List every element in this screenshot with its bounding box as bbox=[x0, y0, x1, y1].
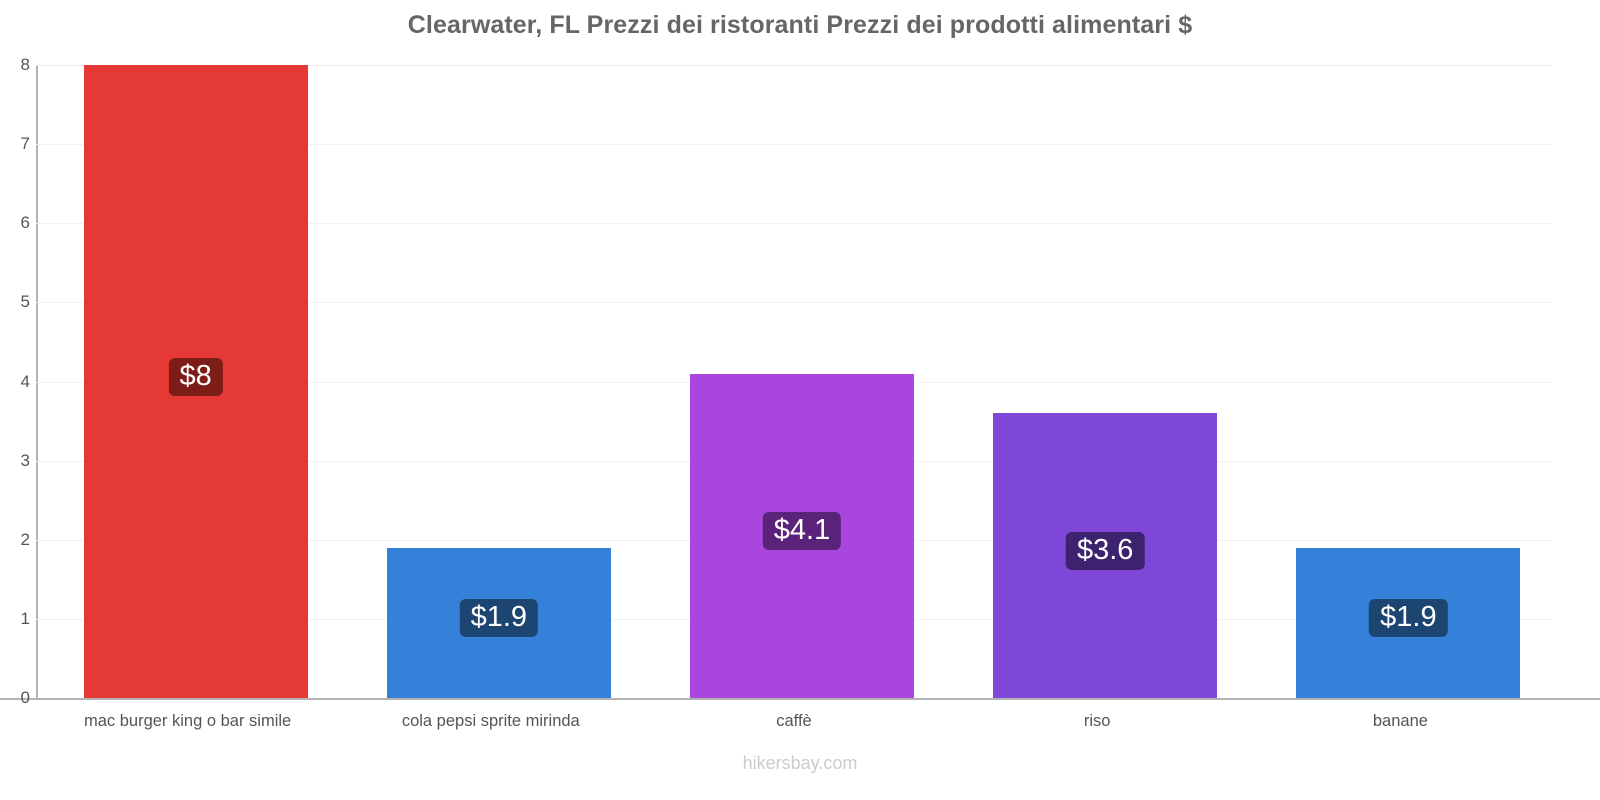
plot-area: $8 $1.9 $4.1 $3.6 $1.9 bbox=[36, 65, 1552, 698]
bar[interactable]: $3.6 bbox=[993, 413, 1218, 698]
y-axis-tick-label: 3 bbox=[20, 450, 30, 470]
bar-value-label: $3.6 bbox=[1065, 531, 1145, 571]
bar-value-label: $8 bbox=[168, 357, 223, 396]
y-axis-tick-label: 8 bbox=[20, 55, 30, 74]
x-axis-line bbox=[0, 698, 1600, 700]
chart-title: Clearwater, FL Prezzi dei ristoranti Pre… bbox=[407, 11, 1193, 39]
gridline bbox=[36, 223, 1552, 225]
bar[interactable]: $8 bbox=[83, 65, 308, 698]
footer-credit: hikersbay.com bbox=[742, 753, 858, 773]
gridline bbox=[36, 144, 1552, 146]
y-axis-tick-label: 5 bbox=[20, 292, 30, 312]
x-axis-tick-label: riso bbox=[1083, 712, 1111, 730]
y-axis-tick-labels: 0 1 2 3 4 5 6 7 8 bbox=[0, 0, 30, 800]
y-axis-tick-label: 4 bbox=[20, 371, 30, 391]
x-axis-tick-label: mac burger king o bar simile bbox=[83, 712, 292, 730]
x-axis-tick-label: banane bbox=[1372, 712, 1428, 730]
x-axis-tick-label: caffè bbox=[776, 712, 812, 730]
bar-value-label: $1.9 bbox=[1369, 598, 1448, 638]
gridline bbox=[36, 65, 1552, 66]
y-axis-tick-label: 2 bbox=[20, 529, 30, 549]
bar[interactable]: $1.9 bbox=[1296, 547, 1521, 698]
bar[interactable]: $4.1 bbox=[690, 373, 914, 698]
gridline bbox=[36, 302, 1552, 304]
bar-value-label: $4.1 bbox=[762, 511, 842, 551]
y-axis-tick-label: 0 bbox=[20, 688, 30, 707]
bar[interactable]: $1.9 bbox=[386, 547, 611, 698]
y-axis-tick-label: 7 bbox=[20, 134, 30, 154]
bar-value-label: $1.9 bbox=[459, 598, 539, 638]
x-axis-tick-label: cola pepsi sprite mirinda bbox=[401, 712, 580, 730]
y-axis-tick-label: 1 bbox=[20, 608, 30, 628]
y-axis-tick-label: 6 bbox=[20, 213, 30, 233]
